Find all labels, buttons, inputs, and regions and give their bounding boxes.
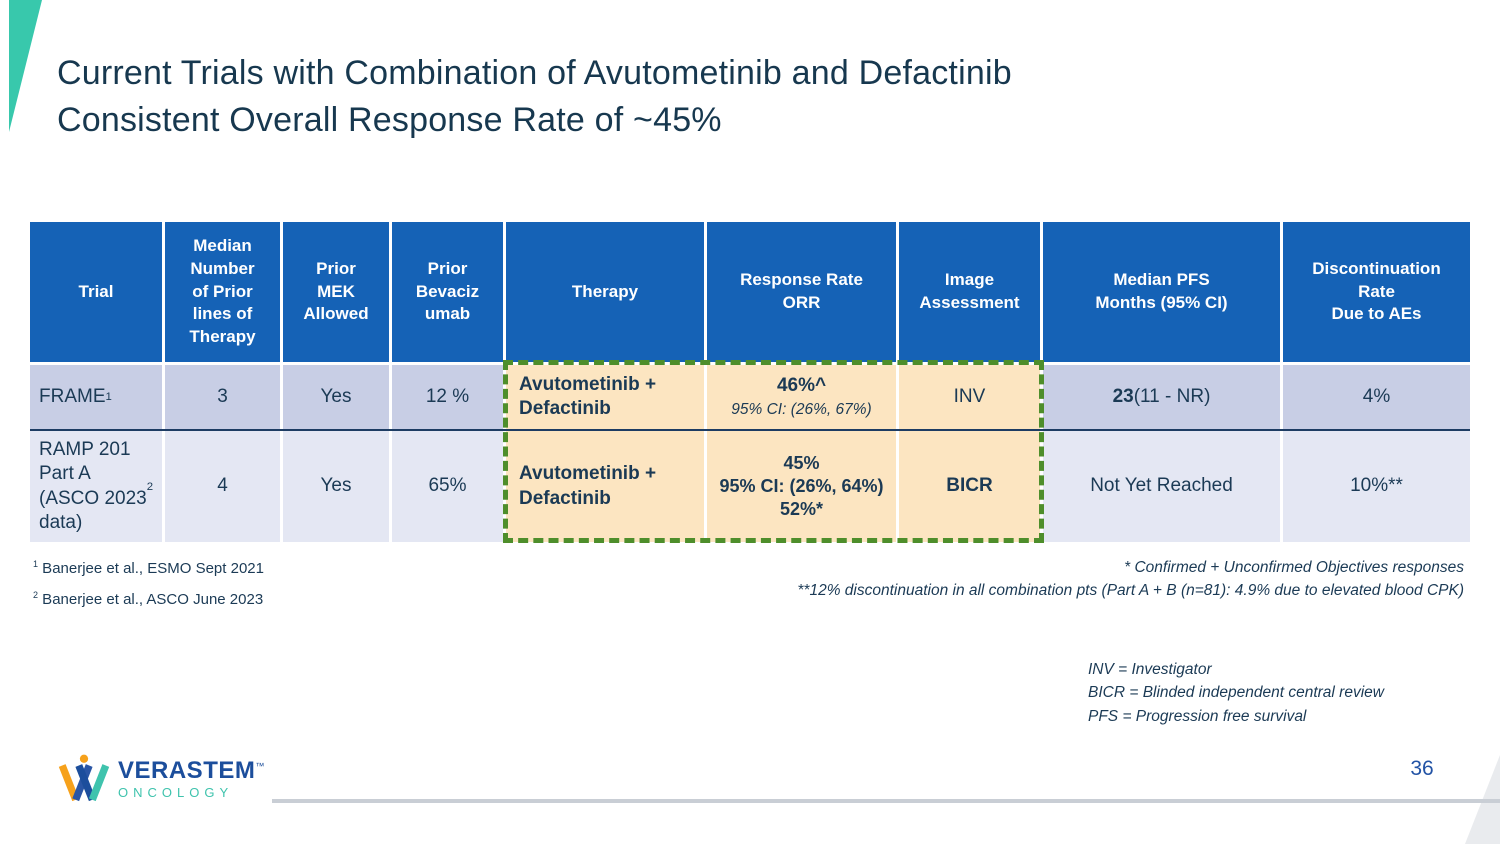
cell-prior-mek: Yes: [283, 365, 392, 429]
cell-median-pfs: Not Yet Reached: [1043, 431, 1283, 542]
cell-trial: RAMP 201 Part A (ASCO 2023 data) 2: [30, 431, 165, 542]
footer-divider-line: [272, 799, 1500, 803]
cell-orr: 46%^ 95% CI: (26%, 67%): [707, 365, 899, 429]
cell-prior-lines: 3: [165, 365, 283, 429]
column-header-image-assessment: Image Assessment: [899, 222, 1043, 362]
cell-discontinuation-rate: 4%: [1283, 365, 1470, 429]
footnote-1: 1 Banerjee et al., ESMO Sept 2021: [33, 559, 264, 578]
verastem-logo: VERASTEM™ ONCOLOGY: [58, 752, 265, 806]
cell-therapy: Avutometinib + Defactinib: [506, 365, 707, 429]
orr-value: 45%: [783, 452, 820, 473]
footnote-marker: 2: [33, 590, 39, 600]
trials-table: Trial Median Number of Prior lines of Th…: [30, 222, 1470, 542]
page-title: Current Trials with Combination of Avuto…: [57, 54, 1012, 139]
pfs-range: Not Yet Reached: [1090, 475, 1233, 497]
table-header-row: Trial Median Number of Prior lines of Th…: [30, 222, 1470, 362]
cell-trial: FRAME 1: [30, 365, 165, 429]
logo-text: VERASTEM™ ONCOLOGY: [118, 757, 265, 800]
logo-brand: VERASTEM™: [118, 757, 265, 784]
footnote-asterisk: * Confirmed + Unconfirmed Objectives res…: [1124, 559, 1464, 576]
orr-confidence-interval: 95% CI: (26%, 64%): [719, 475, 884, 496]
column-header-prior-bevacizumab: Prior Bevaciz umab: [392, 222, 506, 362]
orr-confidence-interval: 95% CI: (26%, 67%): [731, 400, 872, 418]
abbreviation-legend: INV = Investigator BICR = Blinded indepe…: [1088, 658, 1384, 728]
column-header-trial: Trial: [30, 222, 165, 362]
teal-corner-accent: [9, 0, 42, 132]
footnote-text: Banerjee et al., ASCO June 2023: [38, 591, 264, 608]
footnote-2: 2 Banerjee et al., ASCO June 2023: [33, 590, 264, 609]
footnote-text: Banerjee et al., ESMO Sept 2021: [38, 560, 264, 577]
column-header-median-pfs: Median PFS Months (95% CI): [1043, 222, 1283, 362]
footnotes-right: * Confirmed + Unconfirmed Objectives res…: [797, 556, 1464, 603]
abbreviation-inv: INV = Investigator: [1088, 661, 1212, 678]
cell-orr: 45% 95% CI: (26%, 64%) 52%*: [707, 431, 899, 542]
cell-image-assessment: BICR: [899, 431, 1043, 542]
cell-prior-bevacizumab: 12 %: [392, 365, 506, 429]
abbreviation-bicr: BICR = Blinded independent central revie…: [1088, 684, 1384, 702]
column-header-prior-mek: Prior MEK Allowed: [283, 222, 392, 362]
column-header-prior-lines: Median Number of Prior lines of Therapy: [165, 222, 283, 362]
pfs-range: (11 - NR): [1133, 385, 1211, 407]
cell-discontinuation-rate: 10%**: [1283, 431, 1470, 542]
cell-therapy: Avutometinib + Defactinib: [506, 431, 707, 542]
trial-name: RAMP 201 Part A (ASCO 2023 data): [39, 438, 147, 533]
column-header-orr: Response Rate ORR: [707, 222, 899, 362]
column-header-discontinuation: Discontinuation Rate Due to AEs: [1283, 222, 1470, 362]
pfs-value: 23: [1112, 385, 1134, 407]
page-number: 36: [1410, 757, 1434, 780]
verastem-logo-icon: [58, 754, 110, 802]
row-divider: [30, 429, 1470, 431]
orr-value: 46%^: [776, 375, 827, 397]
cell-prior-mek: Yes: [283, 431, 392, 542]
table-row-frame: FRAME 1 3 Yes 12 % Avutometinib + Defacti…: [30, 365, 1470, 429]
footnote-double-asterisk: **12% discontinuation in all combination…: [797, 582, 1464, 600]
trial-name: FRAME: [39, 385, 106, 407]
trademark-symbol: ™: [255, 761, 265, 771]
cell-prior-lines: 4: [165, 431, 283, 542]
abbreviation-pfs: PFS = Progression free survival: [1088, 707, 1307, 725]
logo-division: ONCOLOGY: [118, 785, 234, 800]
footnote-marker: 1: [33, 559, 39, 569]
table-row-ramp201: RAMP 201 Part A (ASCO 2023 data) 2 4 Yes …: [30, 431, 1470, 542]
cell-prior-bevacizumab: 65%: [392, 431, 506, 542]
orr-secondary-value: 52%*: [779, 499, 824, 520]
cell-image-assessment: INV: [899, 365, 1043, 429]
cell-median-pfs: 23 (11 - NR): [1043, 365, 1283, 429]
column-header-therapy: Therapy: [506, 222, 707, 362]
